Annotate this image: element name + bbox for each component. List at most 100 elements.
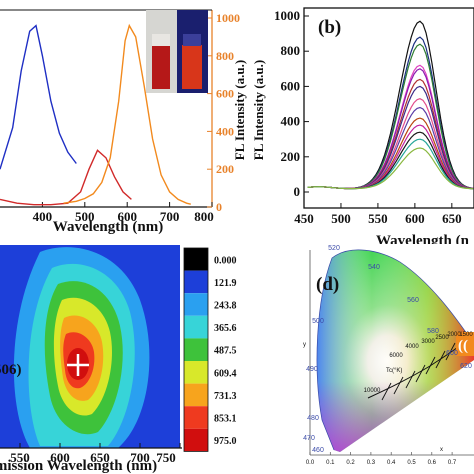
cie-wavelength-label: 500 (312, 318, 324, 325)
cie-wavelength-label: 620 (460, 363, 472, 370)
panel-a-x-tick-label: 400 (33, 209, 53, 224)
panel-b-y-tick-label: 1000 (274, 8, 300, 23)
panel-a-series-1 (0, 149, 132, 206)
legend-level-label: 487.5 (214, 346, 237, 357)
panel-b-y-title: FL Intensity (a.u.) (251, 60, 266, 160)
vial-uv-glow (182, 45, 202, 89)
panel-b-x-tick-label: 600 (405, 211, 425, 226)
legend-swatch (184, 383, 208, 407)
isotherm-line (381, 382, 392, 401)
panel-b: 450 500 550 600 650 0 200 400 600 800 1000 (b) FL… (251, 7, 474, 249)
panel-b-y-tick-label: 0 (294, 184, 301, 199)
panel-a-x-tick-label: 500 (75, 209, 95, 224)
legend-level-label: 365.6 (214, 323, 237, 334)
isotherm-line (435, 350, 446, 369)
legend-swatch (184, 248, 208, 271)
panel-a-y-tick-label: 800 (216, 49, 234, 63)
legend-level-label: 0.000 (214, 255, 237, 266)
legend-level-label: 975.0 (214, 436, 237, 447)
vial-daylight (152, 45, 170, 89)
legend-level-label: 243.8 (214, 301, 237, 312)
legend-swatch (184, 270, 208, 294)
panel-a: 400 500 600 700 800 0 200 400 600 800 1000 Wavele… (0, 9, 247, 235)
cie-wavelength-label: 540 (368, 264, 380, 271)
panel-c-x-tick-label: 600 (50, 450, 70, 465)
panel-d-x-tick-label: 0.4 (387, 460, 396, 466)
panel-b-series-13 (307, 147, 474, 190)
panel-d-x-tick-label: 0.2 (346, 460, 355, 466)
panel-b-label: (b) (318, 17, 341, 38)
panel-d-x-tick-label: 0.6 (428, 460, 437, 466)
vial-photo-inset (146, 10, 208, 93)
cie-temperature-label: 1500 (459, 332, 473, 338)
isotherm-line (405, 370, 416, 389)
cie-wavelength-label: 490 (306, 366, 318, 373)
cie-temperature-label: 3000 (421, 339, 435, 345)
panel-d-label: (d) (316, 274, 339, 295)
panel-a-series-0 (0, 24, 77, 170)
panel-b-x-tick-label: 650 (442, 211, 462, 226)
panel-a-y-tick-label: 0 (216, 200, 222, 214)
cie-temperature-label: 10000 (364, 388, 381, 394)
legend-level-label: 853.1 (214, 414, 237, 425)
panel-d-y-title: y (303, 342, 306, 348)
panel-c-x-tick-label: 750 (156, 450, 176, 465)
panel-b-y-tick-label: 200 (281, 149, 301, 164)
legend-level-label: 731.3 (214, 391, 237, 402)
isotherm-line (445, 342, 456, 361)
panel-a-x-tick-label: 700 (160, 209, 180, 224)
cie-temperature-label: 2500 (435, 335, 449, 341)
panel-a-x-tick-label: 800 (194, 209, 214, 224)
isotherm-line (415, 364, 426, 383)
cie-wavelength-label: 560 (407, 297, 419, 304)
panel-c-x-tick-label: 700 (130, 450, 150, 465)
tc-label: Tc(°K) (386, 368, 402, 374)
legend-swatch (184, 315, 208, 339)
cie-wavelength-label: 600 (446, 350, 458, 357)
cie-temperature-label: 2000 (447, 332, 461, 338)
isotherm-line (425, 356, 436, 375)
cie-temperature-label: 4000 (405, 344, 419, 350)
panel-a-x-tick-label: 600 (117, 209, 137, 224)
panel-a-series-2 (63, 23, 191, 205)
panel-c: 550 600 650 700 750 506) mission Wavelength … (0, 245, 237, 474)
panel-b-y-tick-label: 600 (281, 78, 301, 93)
legend-swatch (184, 428, 208, 452)
panel-d-x-tick-label: 0.5 (407, 460, 416, 466)
panel-b-x-tick-label: 450 (294, 211, 314, 226)
cie-point-marker (456, 332, 474, 356)
cie-wavelength-label: 520 (328, 245, 340, 252)
panel-d-x-tick-label: 0.1 (326, 460, 335, 466)
legend-swatch (184, 338, 208, 361)
legend-level-label: 121.9 (214, 278, 237, 289)
panel-d-x-tick-label: 0.0 (306, 460, 315, 466)
panel-b-y-tick-label: 800 (281, 43, 301, 58)
panel-c-x-tick-label: 650 (90, 450, 110, 465)
panel-b-x-tick-label: 550 (368, 211, 388, 226)
peak-marker (67, 354, 89, 376)
panel-a-x-title: Wavelength (nm) (53, 219, 163, 235)
cie-wavelength-label: 460 (312, 447, 324, 454)
panel-d-x-tick-label: 0.3 (367, 460, 376, 466)
panel-b-y-tick-label: 400 (281, 114, 301, 129)
legend-level-label: 609.4 (214, 368, 237, 379)
cie-wavelength-label: 470 (303, 435, 315, 442)
isotherm-marks (381, 342, 456, 401)
panel-a-y-tick-label: 1000 (216, 11, 240, 25)
cie-wavelength-label: 480 (307, 415, 319, 422)
panel-c-annotation: 506) (0, 362, 22, 378)
panel-a-right-title: FL Intensity (a.u.) (232, 60, 247, 160)
panel-b-x-tick-label: 500 (331, 211, 351, 226)
legend-swatch (184, 293, 208, 316)
panel-c-x-tick-label: 550 (10, 450, 30, 465)
cie-temperature-label: 6000 (389, 353, 403, 359)
cie-wavelength-label: 580 (427, 328, 439, 335)
panel-d-x-title: x (440, 447, 443, 453)
panel-d-x-tick-label: 0.7 (448, 460, 457, 466)
isotherm-line (393, 376, 404, 395)
legend-swatch (184, 361, 208, 384)
legend-frame (183, 247, 209, 452)
panel-b-frame (303, 7, 474, 209)
